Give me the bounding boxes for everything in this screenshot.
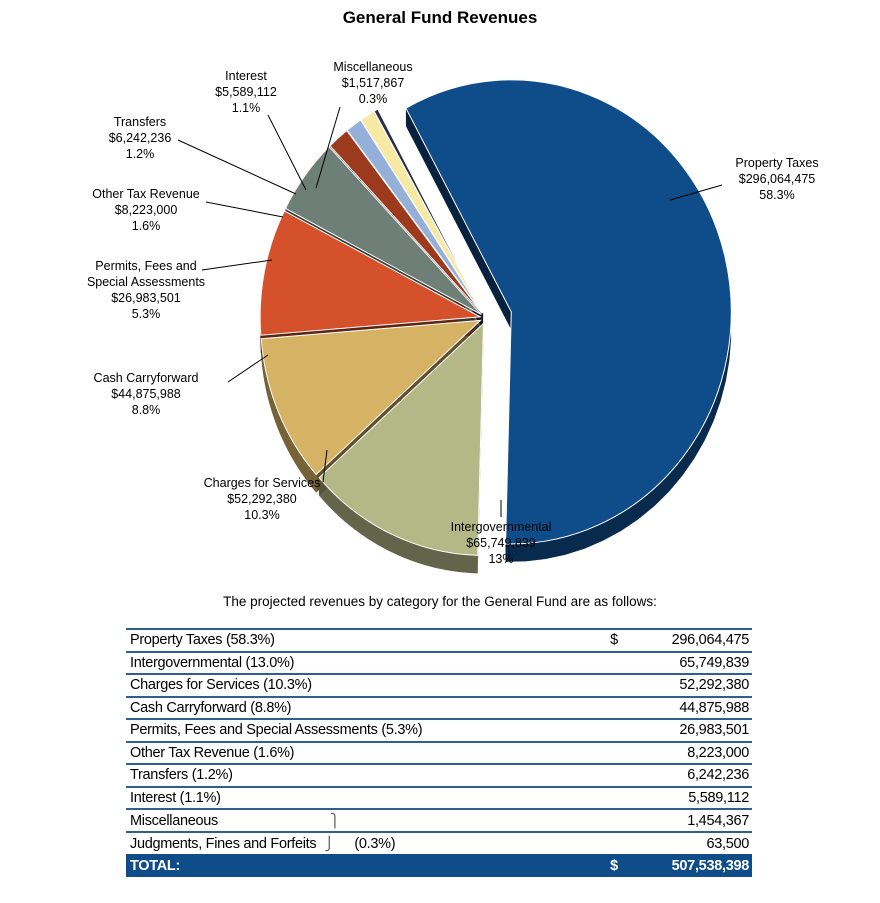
total-row: TOTAL: $507,538,398 xyxy=(126,854,752,877)
row-amount: 52,292,380 xyxy=(612,673,752,697)
table-row: Property Taxes (58.3%) $296,064,475 xyxy=(126,628,752,652)
table-row: Cash Carryforward (8.8%) 44,875,988 xyxy=(126,695,752,719)
pie-slice-cut-face xyxy=(405,108,512,330)
leader-line xyxy=(201,259,273,271)
group-brace: ⎭ xyxy=(324,836,334,851)
table-row: Transfers (1.2%) 6,242,236 xyxy=(126,763,752,787)
pie-slice-cash-carryforward xyxy=(259,210,482,336)
pie-slice-other-tax-revenue xyxy=(329,129,483,314)
row-amount: 65,749,839 xyxy=(612,650,752,674)
leader-line xyxy=(669,184,723,201)
slice-label: Permits, Fees and Special Assessments $26,… xyxy=(87,259,205,321)
slice-label: Interest $5,589,112 1.1% xyxy=(215,69,277,115)
row-label: Interest (1.1%) xyxy=(126,785,613,809)
leader-line xyxy=(322,449,328,483)
row-label: Permits, Fees and Special Assessments (5… xyxy=(126,718,613,742)
slice-label: Other Tax Revenue $8,223,000 1.6% xyxy=(92,187,200,233)
slice-label: Intergovernmental $65,749,839 13% xyxy=(451,520,552,566)
slice-label: Transfers $6,242,236 1.2% xyxy=(109,115,172,161)
slice-label: Property Taxes $296,064,475 58.3% xyxy=(735,156,818,202)
row-label: Intergovernmental (13.0%) xyxy=(126,650,613,674)
leader-line xyxy=(315,106,341,189)
row-amount: 8,223,000 xyxy=(612,740,752,764)
pie-slice-intergovernmental xyxy=(318,322,485,556)
table-row: Other Tax Revenue (1.6%) 8,223,000 xyxy=(126,740,752,764)
pie-slice-miscellaneous xyxy=(373,108,484,313)
row-amount: 44,875,988 xyxy=(612,695,752,719)
intro-text: The projected revenues by category for t… xyxy=(223,594,657,609)
slice-label: Charges for Services $52,292,380 10.3% xyxy=(204,476,321,522)
row-amount: 5,589,112 xyxy=(612,785,752,809)
row-label: Judgments, Fines and Forfeits ⎭ (0.3%) xyxy=(126,831,613,855)
group-brace: ⎫ xyxy=(329,813,340,828)
row-amount: 63,500 xyxy=(612,831,752,855)
row-amount: 6,242,236 xyxy=(612,763,752,787)
group-percent: (0.3%) xyxy=(354,836,396,852)
pie-slice-property-taxes xyxy=(405,79,732,545)
row-label: Transfers (1.2%) xyxy=(126,763,613,787)
slice-label: Cash Carryforward $44,875,988 8.8% xyxy=(94,371,199,417)
total-amount: $507,538,398 xyxy=(610,854,752,877)
row-amount: 1,454,367 xyxy=(612,808,752,832)
table-row: Charges for Services (10.3%) 52,292,380 xyxy=(126,673,752,697)
leader-line xyxy=(205,201,284,218)
table-row: Interest (1.1%) 5,589,112 xyxy=(126,785,752,809)
pie-slice-charges-for-services xyxy=(260,319,482,476)
total-label: TOTAL: xyxy=(126,854,613,877)
table-row: Judgments, Fines and Forfeits ⎭ (0.3%) 63,5… xyxy=(126,831,752,855)
row-amount: $296,064,475 xyxy=(610,628,752,652)
row-label: Miscellaneous ⎫ xyxy=(126,808,613,832)
pie-slice-side xyxy=(319,477,478,574)
revenue-table: Property Taxes (58.3%) $296,064,475 Interg… xyxy=(126,628,752,877)
slice-label: Miscellaneous $1,517,867 0.3% xyxy=(333,60,412,106)
row-label: Other Tax Revenue (1.6%) xyxy=(126,740,613,764)
chart-title: General Fund Revenues xyxy=(342,8,538,27)
row-label: Charges for Services (10.3%) xyxy=(126,673,613,697)
leader-line xyxy=(227,354,269,383)
table-row: Permits, Fees and Special Assessments (5… xyxy=(126,718,752,742)
table-row: Intergovernmental (13.0%) 65,749,839 xyxy=(126,650,752,674)
table-row: Miscellaneous ⎫ 1,454,367 xyxy=(126,808,752,832)
row-label: Property Taxes (58.3%) xyxy=(126,628,613,652)
pie-slice-side xyxy=(261,338,317,493)
row-amount: 26,983,501 xyxy=(612,718,752,742)
pie-slice-permits-fees-and-special-assessments xyxy=(284,146,482,315)
leader-line xyxy=(177,139,297,195)
pie-chart: Property Taxes $296,064,475 58.3% Intergove… xyxy=(87,60,819,574)
leader-line xyxy=(267,114,307,191)
row-label: Cash Carryforward (8.8%) xyxy=(126,695,613,719)
